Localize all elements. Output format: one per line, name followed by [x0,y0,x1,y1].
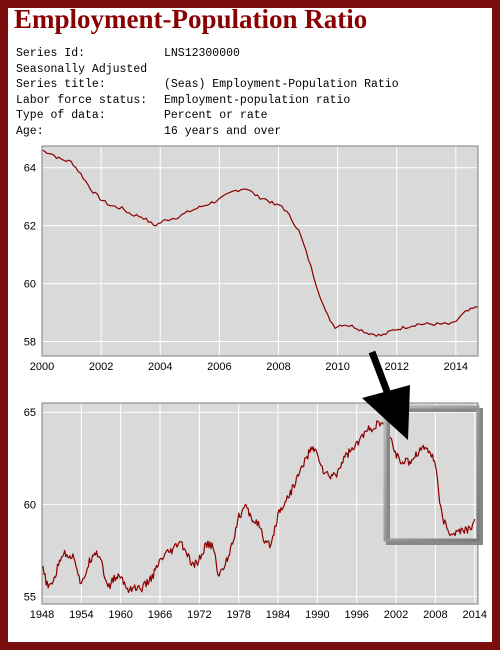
x-tick-label: 1948 [30,609,54,621]
x-tick-label: 1954 [69,609,93,621]
y-tick-label: 58 [24,337,36,349]
x-tick-label: 2000 [30,361,54,373]
x-tick-label: 2002 [384,609,408,621]
meta-key: Labor force status: [16,93,148,107]
y-tick-label: 65 [24,407,36,419]
meta-row-series-title: Series title: (Seas) Employment-Populatio… [16,77,399,93]
meta-row-seasonal: Seasonally Adjusted [16,62,399,78]
x-tick-label: 1972 [187,609,211,621]
x-tick-label: 1978 [226,609,250,621]
x-tick-label: 2014 [462,609,486,621]
meta-value: Percent or rate [164,109,268,122]
meta-row-labor-force-status: Labor force status: Employment-population… [16,93,399,109]
meta-key: Series title: [16,78,106,91]
meta-key: Series Id: [16,47,86,60]
page-title: Employment-Population Ratio [14,4,368,34]
meta-row-series-id: Series Id: LNS12300000 [16,46,399,62]
y-tick-label: 60 [24,279,36,291]
x-tick-label: 2002 [89,361,113,373]
series-metadata: Series Id: LNS12300000 Seasonally Adjuste… [16,46,399,139]
x-tick-label: 1960 [108,609,132,621]
meta-key: Seasonally Adjusted [16,62,148,76]
meta-key: Age: [16,124,44,138]
x-tick-label: 2008 [266,361,290,373]
highlight-box [383,405,480,542]
meta-key: Type of data: [16,109,106,122]
highlight-box-shadow [386,408,483,545]
y-tick-label: 62 [24,221,36,233]
x-tick-label: 1996 [344,609,368,621]
x-tick-label: 1984 [266,609,290,621]
y-tick-label: 55 [24,592,36,604]
plot-border [41,145,479,357]
pointer-arrow-head [362,385,410,440]
meta-value: Employment-population ratio [164,93,351,107]
x-tick-label: 2010 [325,361,349,373]
meta-value: 16 years and over [164,124,282,138]
y-tick-label: 60 [24,499,36,511]
plot-area [42,146,478,356]
series-line [41,149,479,337]
meta-value: (Seas) Employment-Population Ratio [164,78,399,91]
x-tick-label: 2014 [444,361,468,373]
meta-row-age: Age: 16 years and over [16,124,399,140]
chart-recent: 2000 2002 2004 2006 2008 2010 2012 2014 58 60 62 64 [24,145,479,373]
meta-value: LNS12300000 [164,47,240,60]
x-tick-label: 2012 [384,361,408,373]
x-tick-label: 2004 [148,361,172,373]
x-tick-label: 2006 [207,361,231,373]
meta-row-type-of-data: Type of data: Percent or rate [16,108,399,124]
x-tick-label: 2008 [423,609,447,621]
x-tick-label: 1966 [148,609,172,621]
y-tick-label: 64 [24,163,36,175]
x-tick-label: 1990 [305,609,329,621]
series-line [41,420,476,593]
